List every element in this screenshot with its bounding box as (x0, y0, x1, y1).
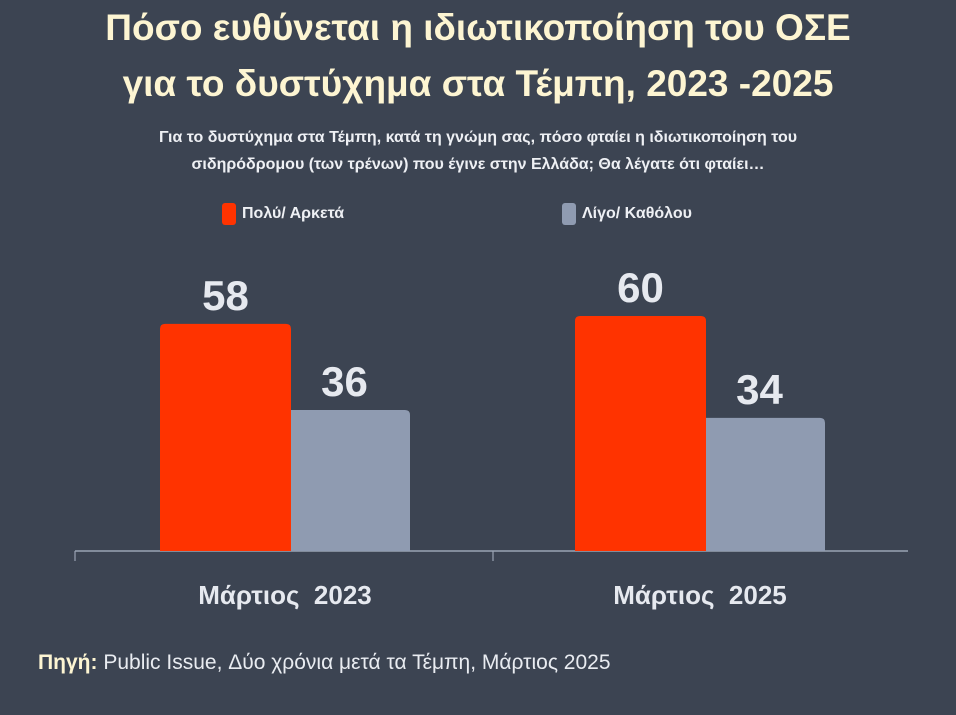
source-note: Πηγή: Public Issue, Δύο χρόνια μετά τα Τ… (38, 651, 611, 675)
legend-swatch-series-1 (222, 203, 236, 225)
data-label: 34 (736, 366, 783, 413)
bar-series-1-1 (575, 316, 706, 551)
x-tick-label: Μάρτιος 2025 (613, 580, 787, 610)
chart-title-line-2: για το δυστύχημα στα Τέμπη, 2023 -2025 (122, 63, 834, 104)
chart-subtitle-line-1: Για το δυστύχημα στα Τέμπη, κατά τη γνώμ… (158, 129, 798, 146)
chart-subtitle-line-2: σιδηρόδρομου (των τρένων) που έγινε στην… (191, 156, 765, 173)
source-label: Πηγή: (38, 651, 98, 674)
chart-title-line-1: Πόσο ευθύνεται η ιδιωτικοποίηση του ΟΣΕ (105, 7, 851, 48)
bar-series-2-1 (694, 417, 825, 551)
data-label: 36 (321, 358, 368, 405)
legend-label-series-2: Λίγο/ Καθόλου (582, 205, 692, 222)
legend-item-series-2: Λίγο/ Καθόλου (562, 203, 692, 225)
legend-label-series-1: Πολύ/ Αρκετά (242, 205, 345, 222)
legend-swatch-series-2 (562, 203, 576, 225)
data-label: 60 (617, 264, 664, 311)
source-text: Public Issue, Δύο χρόνια μετά τα Τέμπη, … (103, 651, 611, 674)
legend-item-series-1: Πολύ/ Αρκετά (222, 203, 344, 225)
x-tick-label: Μάρτιος 2023 (198, 580, 372, 610)
bar-series-1-0 (160, 323, 291, 551)
data-label: 58 (202, 272, 249, 319)
bar-series-2-0 (279, 410, 410, 551)
